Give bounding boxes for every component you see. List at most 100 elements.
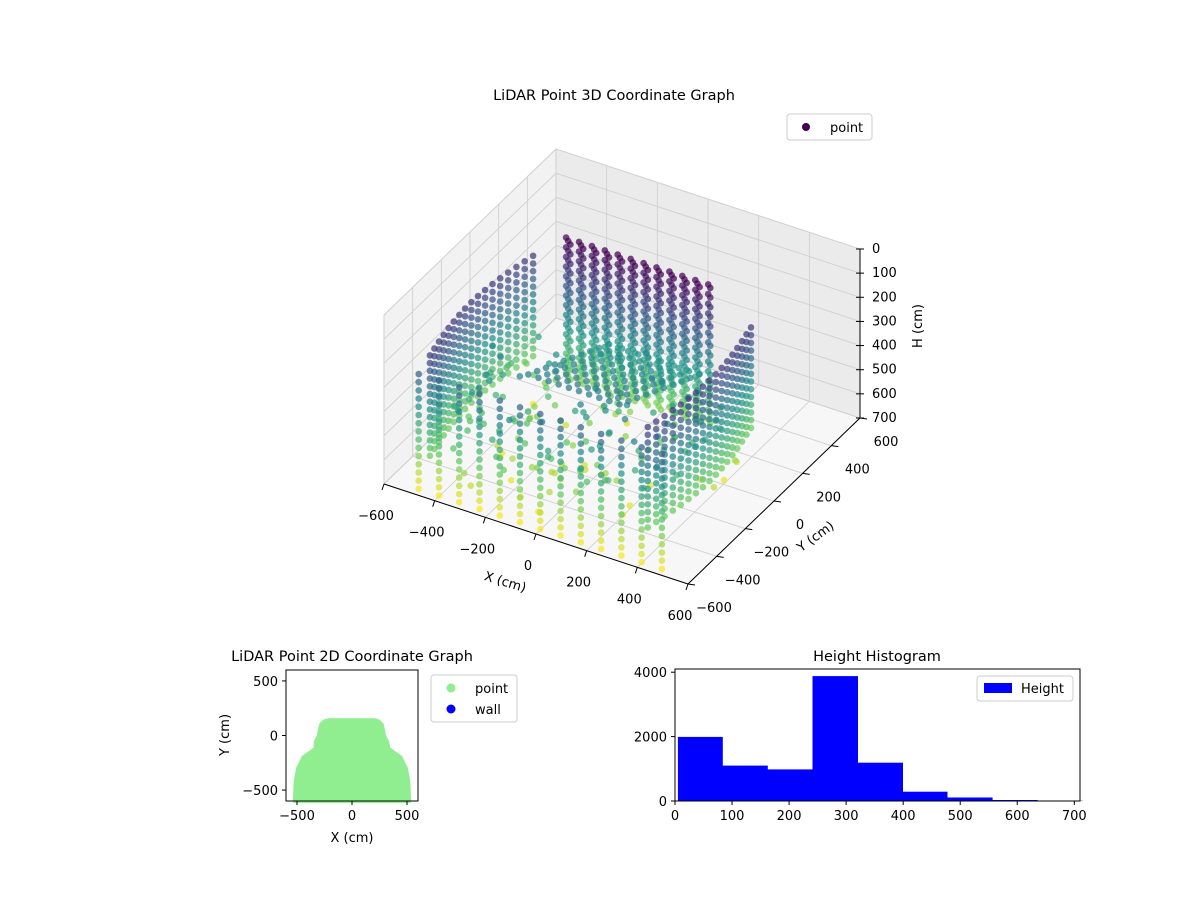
data-point bbox=[476, 390, 483, 398]
data-point bbox=[652, 433, 660, 441]
data-point bbox=[712, 401, 720, 409]
data-point bbox=[685, 410, 692, 418]
data-point bbox=[496, 471, 504, 478]
data-point bbox=[426, 444, 434, 452]
data-point bbox=[699, 391, 707, 398]
data-point bbox=[435, 418, 443, 426]
data-point bbox=[582, 371, 589, 378]
data-point bbox=[677, 424, 685, 432]
data-point bbox=[476, 464, 483, 472]
data-point bbox=[455, 441, 463, 449]
data-point bbox=[699, 460, 707, 468]
data-point bbox=[415, 428, 423, 435]
data-point bbox=[670, 275, 677, 282]
data-point bbox=[598, 357, 605, 365]
data-point bbox=[496, 360, 504, 367]
data-point bbox=[537, 468, 544, 475]
data-point bbox=[646, 361, 653, 368]
data-point bbox=[638, 501, 645, 509]
y-tick bbox=[745, 528, 753, 531]
data-point bbox=[644, 423, 652, 431]
data-point bbox=[516, 502, 524, 510]
data-point bbox=[712, 456, 720, 463]
x-tick bbox=[584, 550, 588, 557]
data-point bbox=[683, 347, 690, 354]
data-point bbox=[461, 336, 469, 343]
data-point bbox=[706, 470, 713, 477]
data-point bbox=[521, 312, 528, 319]
data-point bbox=[631, 291, 639, 299]
y-tick-label: 500 bbox=[253, 675, 278, 690]
data-point bbox=[706, 462, 713, 469]
data-point bbox=[474, 308, 482, 315]
data-point bbox=[677, 455, 685, 462]
data-point bbox=[734, 344, 741, 352]
data-point bbox=[489, 296, 496, 303]
data-point bbox=[474, 370, 482, 377]
data-point bbox=[529, 314, 537, 321]
data-point bbox=[642, 391, 650, 398]
data-point bbox=[577, 440, 585, 448]
data-point bbox=[638, 452, 645, 459]
data-point bbox=[521, 319, 528, 327]
data-point bbox=[504, 369, 512, 377]
data-point bbox=[644, 315, 652, 322]
data-point bbox=[461, 305, 469, 312]
data-point bbox=[516, 404, 524, 411]
data-point bbox=[415, 411, 423, 419]
data-point bbox=[734, 352, 741, 360]
data-point bbox=[504, 269, 512, 276]
data-point bbox=[696, 283, 703, 291]
data-point bbox=[723, 427, 731, 435]
data-point bbox=[551, 361, 559, 368]
data-point bbox=[468, 322, 475, 329]
data-point bbox=[637, 364, 645, 372]
data-point bbox=[658, 499, 666, 507]
data-point bbox=[605, 263, 613, 271]
data-point bbox=[622, 433, 629, 440]
data-point bbox=[571, 407, 579, 415]
data-point bbox=[652, 449, 660, 456]
data-point bbox=[537, 484, 544, 492]
data-point bbox=[557, 532, 564, 539]
data-point bbox=[683, 289, 690, 296]
data-point bbox=[513, 294, 520, 302]
data-point bbox=[506, 416, 513, 424]
data-point bbox=[606, 429, 613, 436]
x-tick-label: 0 bbox=[348, 809, 356, 824]
data-point bbox=[557, 483, 564, 490]
data-point bbox=[489, 280, 496, 288]
data-point bbox=[580, 264, 587, 272]
data-point bbox=[604, 391, 612, 398]
data-point bbox=[692, 474, 700, 482]
data-point bbox=[630, 438, 638, 445]
data-point bbox=[683, 327, 690, 335]
data-point bbox=[718, 403, 725, 410]
data-point bbox=[577, 448, 585, 456]
data-point bbox=[695, 371, 703, 378]
data-point bbox=[655, 357, 662, 365]
data-point bbox=[567, 347, 574, 355]
data-point bbox=[481, 333, 489, 340]
data-point bbox=[604, 341, 612, 348]
data-point bbox=[692, 451, 700, 458]
data-point bbox=[537, 443, 544, 451]
chart-histogram-frame bbox=[674, 668, 1081, 802]
data-point bbox=[652, 456, 660, 464]
data-point bbox=[644, 266, 652, 274]
data-point bbox=[729, 390, 736, 397]
data-point bbox=[723, 458, 731, 466]
data-point bbox=[652, 518, 660, 526]
data-point bbox=[632, 387, 640, 395]
data-point bbox=[685, 488, 692, 495]
data-point bbox=[718, 457, 725, 464]
data-point bbox=[699, 406, 707, 414]
data-point bbox=[696, 303, 703, 310]
data-point bbox=[580, 293, 587, 301]
gridline-z-left bbox=[383, 196, 557, 364]
y-tick-label: 0 bbox=[796, 518, 804, 533]
data-point bbox=[597, 351, 604, 358]
data-point bbox=[537, 525, 544, 533]
data-point bbox=[718, 418, 725, 426]
data-point bbox=[455, 466, 463, 473]
